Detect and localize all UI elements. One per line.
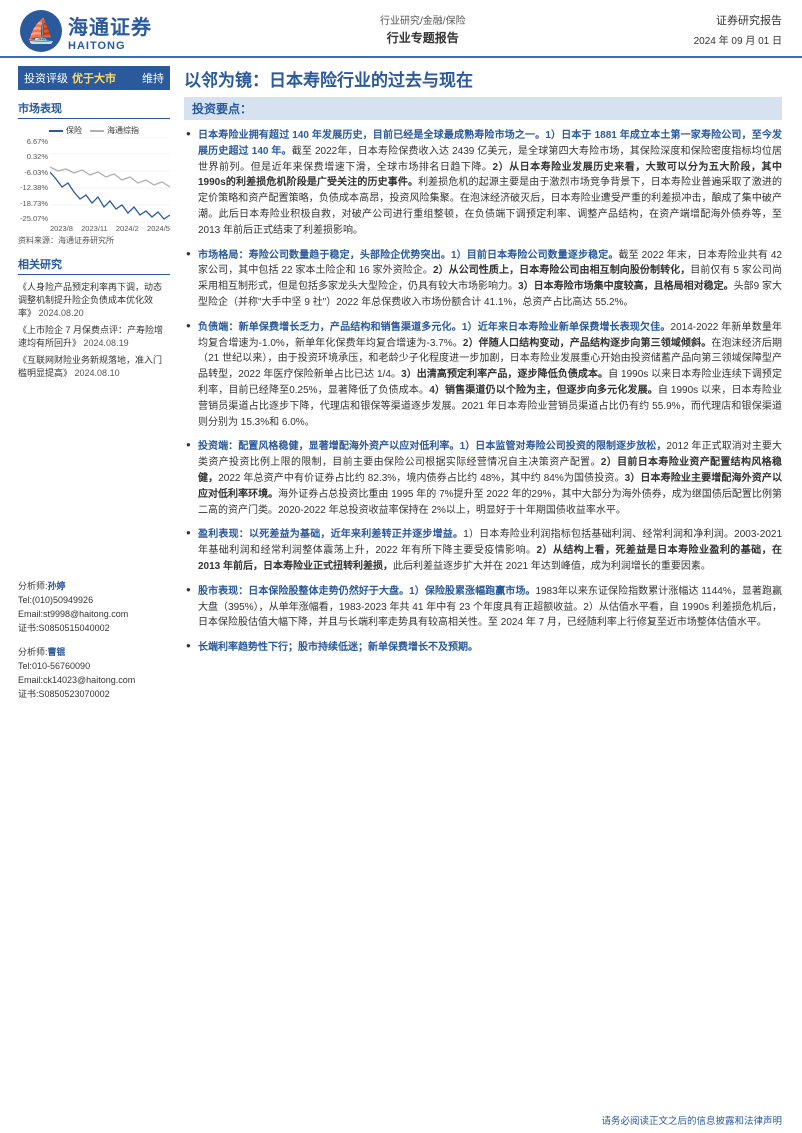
cert-label: 证书:	[18, 689, 39, 699]
email-label: Email:	[18, 675, 43, 685]
analyst-name: 孙婷	[48, 581, 66, 591]
email: ck14023@haitong.com	[43, 675, 135, 685]
ytick: 0.32%	[18, 152, 48, 161]
chart-svg	[50, 137, 170, 223]
ytick: -18.73%	[18, 199, 48, 208]
breadcrumb: 行业研究/金融/保险	[152, 12, 694, 27]
related-item: 《上市险企 7 月保费点评：产寿险增速均有所回升》 2024.08.19	[18, 324, 170, 350]
tel-label: Tel:	[18, 595, 32, 605]
analyst-name: 曹锟	[48, 647, 66, 657]
header-center: 行业研究/金融/保险 行业专题报告	[152, 10, 694, 46]
body: 投资评级 优于大市 维持 市场表现 保险 海通综指 6.67% 0.32% -6…	[0, 58, 802, 720]
point-item: 长端利率趋势性下行；股市持续低迷；新单保费增长不及预期。	[184, 640, 782, 656]
ytick: -6.03%	[18, 168, 48, 177]
xtick: 2024/2	[116, 224, 139, 233]
legend-item-2: 海通综指	[90, 125, 139, 136]
rating-value: 优于大市	[72, 70, 116, 86]
rating-bar: 投资评级 优于大市 维持	[18, 66, 170, 90]
tel: 010-56760090	[32, 661, 90, 671]
related-item: 《人身险产品预定利率再下调，动态调整机制提升险企负债成本优化效率》 2024.0…	[18, 281, 170, 320]
point-item: 投资端：配置风格稳健，显著增配海外资产以应对低利率。1）日本监管对寿险公司投资的…	[184, 439, 782, 518]
analyst-label: 分析师:	[18, 581, 48, 591]
xtick: 2024/5	[147, 224, 170, 233]
legend-swatch-2	[90, 130, 104, 132]
logo-en: HAITONG	[68, 40, 152, 52]
line-series-1	[50, 172, 170, 219]
point-item: 盈利表现：以死差益为基础，近年来利差转正并逐步增益。1）日本寿险业利润指标包括基…	[184, 527, 782, 574]
logo: ⛵ 海通证券 HAITONG	[20, 10, 152, 52]
email: st9998@haitong.com	[43, 609, 128, 619]
legend-label-1: 保险	[66, 125, 82, 136]
chart-plot	[50, 137, 170, 223]
header-right: 证券研究报告 2024 年 09 月 01 日	[694, 10, 782, 47]
xtick: 2023/11	[81, 224, 108, 233]
ytick: -12.38%	[18, 183, 48, 192]
chart-yaxis: 6.67% 0.32% -6.03% -12.38% -18.73% -25.0…	[18, 137, 48, 223]
legend-swatch-1	[49, 130, 63, 132]
logo-icon: ⛵	[20, 10, 62, 52]
related-head: 相关研究	[18, 256, 170, 275]
email-label: Email:	[18, 609, 43, 619]
related-item: 《互联网财险业务新规落地，准入门槛明显提高》 2024.08.10	[18, 354, 170, 380]
logo-cn: 海通证券	[68, 11, 152, 40]
analysts: 分析师:孙婷 Tel:(010)50949926 Email:st9998@ha…	[18, 580, 170, 702]
main-content: 以邻为镜：日本寿险行业的过去与现在 投资要点： 日本寿险业拥有超过 140 年发…	[178, 58, 802, 720]
rating-keep: 维持	[142, 70, 164, 86]
cert-label: 证书:	[18, 623, 39, 633]
point-item: 股市表现：日本保险股整体走势仍然好于大盘。1）保险股累涨幅跑赢市场。1983年以…	[184, 584, 782, 631]
related-date: 2024.08.20	[39, 308, 84, 318]
cert: S0850515040002	[39, 623, 110, 633]
analyst-label: 分析师:	[18, 647, 48, 657]
legend-item-1: 保险	[49, 125, 82, 136]
related-date: 2024.08.19	[84, 338, 129, 348]
ytick: 6.67%	[18, 137, 48, 146]
report-type: 行业专题报告	[152, 29, 694, 46]
page-header: ⛵ 海通证券 HAITONG 行业研究/金融/保险 行业专题报告 证券研究报告 …	[0, 0, 802, 58]
related-date: 2024.08.10	[75, 368, 120, 378]
page-title: 以邻为镜：日本寿险行业的过去与现在	[184, 66, 782, 91]
ytick: -25.07%	[18, 214, 48, 223]
chart-legend: 保险 海通综指	[18, 125, 170, 136]
sidebar: 投资评级 优于大市 维持 市场表现 保险 海通综指 6.67% 0.32% -6…	[0, 58, 178, 720]
analyst-block: 分析师:孙婷 Tel:(010)50949926 Email:st9998@ha…	[18, 580, 170, 636]
related-list: 《人身险产品预定利率再下调，动态调整机制提升险企负债成本优化效率》 2024.0…	[18, 281, 170, 380]
cert: S0850523070002	[39, 689, 110, 699]
points-list: 日本寿险业拥有超过 140 年发展历史，目前已经是全球最成熟寿险市场之一。1）日…	[184, 128, 782, 656]
perf-head: 市场表现	[18, 100, 170, 119]
key-points-head: 投资要点：	[184, 97, 782, 120]
report-date: 2024 年 09 月 01 日	[694, 32, 782, 47]
tel: (010)50949926	[32, 595, 93, 605]
report-label: 证券研究报告	[694, 12, 782, 28]
legend-label-2: 海通综指	[107, 125, 139, 136]
logo-text: 海通证券 HAITONG	[68, 11, 152, 52]
footer-disclaimer: 请务必阅读正文之后的信息披露和法律声明	[601, 1113, 782, 1127]
analyst-block: 分析师:曹锟 Tel:010-56760090 Email:ck14023@ha…	[18, 646, 170, 702]
point-item: 负债端：新单保费增长乏力，产品结构和销售渠道多元化。1）近年来日本寿险业新单保费…	[184, 320, 782, 431]
chart-source: 资料来源：海通证券研究所	[18, 235, 170, 246]
tel-label: Tel:	[18, 661, 32, 671]
point-item: 日本寿险业拥有超过 140 年发展历史，目前已经是全球最成熟寿险市场之一。1）日…	[184, 128, 782, 239]
point-item: 市场格局：寿险公司数量趋于稳定，头部险企优势突出。1）目前日本寿险公司数量逐步稳…	[184, 248, 782, 311]
chart-xaxis: 2023/8 2023/11 2024/2 2024/5	[50, 224, 170, 233]
perf-chart: 保险 海通综指 6.67% 0.32% -6.03% -12.38% -18.7…	[18, 125, 170, 233]
rating-label: 投资评级	[24, 70, 68, 86]
xtick: 2023/8	[50, 224, 73, 233]
